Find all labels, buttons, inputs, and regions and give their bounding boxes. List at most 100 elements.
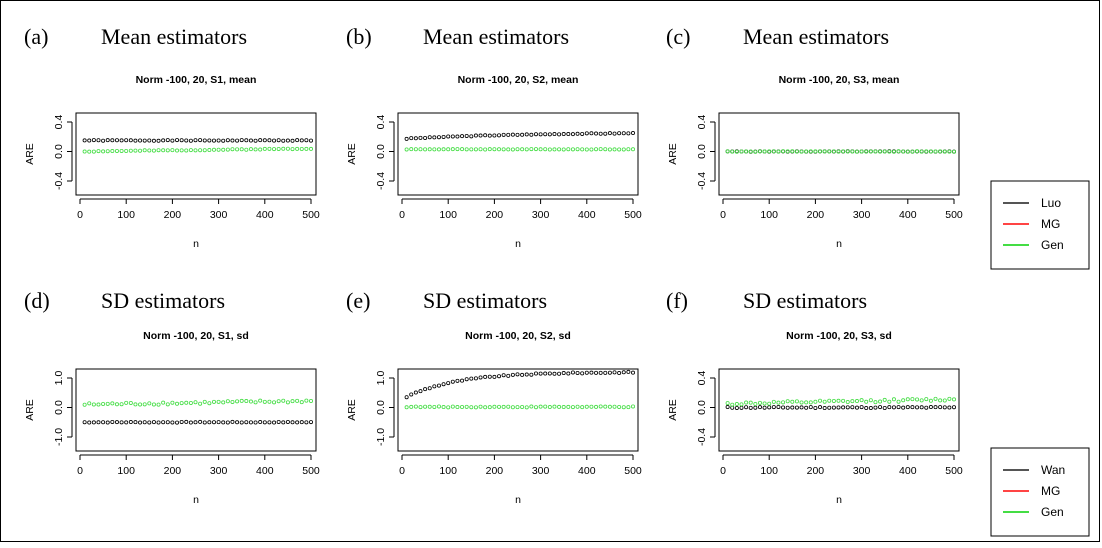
data-point-wan bbox=[570, 370, 575, 375]
data-point-gen bbox=[450, 147, 455, 152]
data-point-gen bbox=[942, 149, 947, 154]
data-point-gen bbox=[730, 402, 735, 407]
data-point-luo bbox=[492, 133, 497, 138]
panel-title: Mean estimators bbox=[423, 24, 569, 49]
plot-box bbox=[75, 368, 317, 452]
data-point-wan bbox=[91, 420, 96, 425]
data-point-luo bbox=[570, 132, 575, 137]
data-point-luo bbox=[455, 134, 460, 139]
data-point-gen bbox=[924, 397, 929, 402]
y-tick-label: 0.4 bbox=[53, 115, 65, 130]
x-tick-label: 100 bbox=[439, 209, 457, 221]
data-point-wan bbox=[147, 420, 152, 425]
data-point-wan bbox=[520, 372, 525, 377]
data-point-gen bbox=[617, 147, 622, 152]
data-point-luo bbox=[244, 138, 249, 143]
data-point-gen bbox=[165, 148, 170, 153]
data-point-gen bbox=[432, 404, 437, 409]
data-point-wan bbox=[891, 405, 896, 410]
data-point-gen bbox=[607, 147, 612, 152]
panel-title: SD estimators bbox=[423, 288, 547, 313]
data-point-gen bbox=[919, 149, 924, 154]
data-point-gen bbox=[483, 147, 488, 152]
legend-2: Wan MG Gen bbox=[990, 447, 1090, 537]
data-point-luo bbox=[248, 138, 253, 143]
data-point-gen bbox=[427, 147, 432, 152]
data-point-gen bbox=[626, 405, 631, 410]
data-point-gen bbox=[165, 402, 170, 407]
data-point-luo bbox=[538, 132, 543, 137]
data-point-gen bbox=[822, 399, 827, 404]
data-point-gen bbox=[184, 148, 189, 153]
data-point-gen bbox=[515, 405, 520, 410]
data-point-gen bbox=[878, 399, 883, 404]
data-point-luo bbox=[165, 138, 170, 143]
data-point-gen bbox=[142, 402, 147, 407]
x-tick-label: 300 bbox=[853, 465, 871, 477]
data-point-gen bbox=[101, 402, 106, 407]
data-point-gen bbox=[533, 147, 538, 152]
data-point-gen bbox=[524, 147, 529, 152]
data-point-gen bbox=[924, 149, 929, 154]
data-point-gen bbox=[175, 401, 180, 406]
data-point-luo bbox=[524, 132, 529, 137]
data-point-gen bbox=[570, 147, 575, 152]
data-point-wan bbox=[813, 405, 818, 410]
data-point-wan bbox=[193, 420, 198, 425]
x-tick-label: 500 bbox=[302, 209, 320, 221]
data-point-gen bbox=[799, 400, 804, 405]
data-point-gen bbox=[427, 404, 432, 409]
data-point-gen bbox=[202, 148, 207, 153]
data-point-gen bbox=[138, 148, 143, 153]
data-point-gen bbox=[538, 147, 543, 152]
data-point-gen bbox=[730, 149, 735, 154]
data-point-gen bbox=[156, 148, 161, 153]
data-point-wan bbox=[776, 404, 781, 409]
data-point-wan bbox=[915, 405, 920, 410]
data-point-wan bbox=[105, 420, 110, 425]
x-tick-label: 500 bbox=[945, 209, 963, 221]
data-point-wan bbox=[216, 420, 221, 425]
data-point-luo bbox=[557, 132, 562, 137]
data-point-gen bbox=[248, 399, 253, 404]
data-point-gen bbox=[128, 148, 133, 153]
data-point-gen bbox=[831, 398, 836, 403]
data-point-wan bbox=[244, 420, 249, 425]
data-point-wan bbox=[175, 420, 180, 425]
x-tick-label: 100 bbox=[760, 209, 778, 221]
x-tick-label: 0 bbox=[77, 209, 83, 221]
y-axis-label: ARE bbox=[346, 143, 358, 165]
x-tick-label: 400 bbox=[899, 209, 917, 221]
data-point-wan bbox=[762, 405, 767, 410]
data-point-luo bbox=[179, 138, 184, 143]
data-point-gen bbox=[891, 149, 896, 154]
data-point-luo bbox=[441, 134, 446, 139]
points-group bbox=[725, 149, 957, 154]
data-point-wan bbox=[455, 378, 460, 383]
data-point-gen bbox=[105, 149, 110, 154]
data-point-gen bbox=[285, 146, 290, 151]
plot-box bbox=[397, 368, 639, 452]
data-point-gen bbox=[188, 400, 193, 405]
data-point-gen bbox=[864, 149, 869, 154]
data-point-gen bbox=[725, 149, 730, 154]
x-tick-label: 200 bbox=[164, 209, 182, 221]
data-point-wan bbox=[557, 371, 562, 376]
y-tick-label: 0.0 bbox=[696, 144, 708, 159]
data-point-luo bbox=[96, 138, 101, 143]
data-point-gen bbox=[580, 147, 585, 152]
y-tick-label: 0.4 bbox=[375, 115, 387, 130]
data-point-wan bbox=[942, 405, 947, 410]
data-point-gen bbox=[901, 149, 906, 154]
data-point-gen bbox=[501, 404, 506, 409]
data-point-gen bbox=[87, 401, 92, 406]
data-point-gen bbox=[87, 149, 92, 154]
x-tick-label: 300 bbox=[853, 209, 871, 221]
y-tick-label: 1.0 bbox=[375, 371, 387, 386]
data-point-luo bbox=[221, 138, 226, 143]
data-point-gen bbox=[96, 402, 101, 407]
data-point-wan bbox=[138, 420, 143, 425]
data-point-gen bbox=[818, 149, 823, 154]
data-point-wan bbox=[818, 405, 823, 410]
data-point-luo bbox=[409, 136, 414, 141]
